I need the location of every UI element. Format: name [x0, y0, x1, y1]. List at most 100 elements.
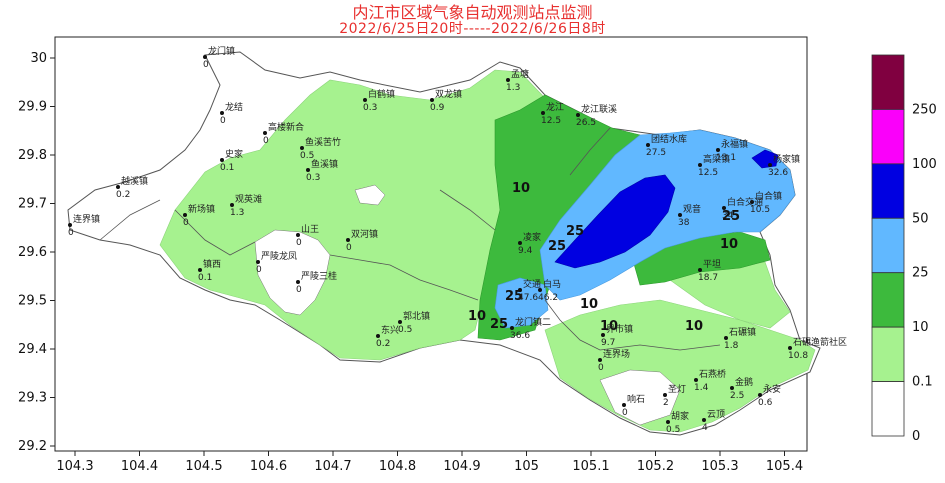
station-value: 10.5	[750, 205, 770, 215]
station-dot	[376, 334, 380, 338]
station-value: 1.3	[506, 83, 520, 93]
station-name: 观英滩	[235, 193, 262, 205]
station-name: 连界场	[603, 348, 630, 360]
station-dot	[538, 288, 542, 292]
y-tick-label: 29.3	[18, 391, 47, 406]
station-dot	[510, 326, 514, 330]
station-value: 2.5	[730, 391, 744, 401]
x-tick-label: 104.5	[185, 459, 222, 474]
station-dot	[230, 203, 234, 207]
station-value: 26.5	[576, 118, 596, 128]
map-title: 内江市区域气象自动观测站点监测	[352, 3, 593, 22]
legend-label: 10	[912, 320, 929, 335]
station-dot	[518, 288, 522, 292]
station-name: 响石	[627, 393, 645, 405]
contour-label: 10	[600, 319, 618, 334]
station-value: 0.3	[363, 103, 377, 113]
county-boundaries	[99, 127, 721, 351]
station-name: 双河镇	[351, 228, 378, 240]
station-dot	[598, 358, 602, 362]
contour-label: 25	[722, 209, 740, 224]
station-dot	[622, 403, 626, 407]
station-name: 严陵三桂	[301, 270, 337, 282]
station-dot	[694, 378, 698, 382]
station-value: 0	[296, 285, 302, 295]
station-name: 白鹤镇	[368, 88, 395, 100]
station-name: 新场镇	[188, 203, 215, 215]
station-dot	[730, 386, 734, 390]
station-name: 白马	[543, 278, 561, 290]
station-value: 0	[622, 408, 628, 418]
station-name: 龙江	[546, 101, 564, 113]
station-dot	[646, 143, 650, 147]
legend-swatch	[871, 109, 905, 165]
precip-band-0-patches	[254, 184, 681, 426]
station-value: 38	[678, 218, 690, 228]
contour-label: 10	[720, 237, 738, 252]
x-tick-label: 105	[514, 459, 539, 474]
station-dot	[758, 393, 762, 397]
station-dot	[300, 146, 304, 150]
station-name: 龙门镇二	[515, 316, 551, 328]
x-tick-label: 104.4	[121, 459, 158, 474]
x-tick-label: 104.8	[379, 459, 416, 474]
x-tick-label: 105.3	[701, 459, 738, 474]
station-value: 32.6	[768, 168, 788, 178]
station-dot	[203, 55, 207, 59]
station-value: 27.5	[646, 148, 666, 158]
station-dot	[722, 206, 726, 210]
station-dot	[518, 241, 522, 245]
legend-label: 50	[912, 211, 929, 226]
station-value: 0	[346, 243, 352, 253]
station-dot	[256, 260, 260, 264]
station-dot	[768, 163, 772, 167]
legend-label: 25	[912, 266, 929, 281]
station-name: 史家	[225, 148, 243, 160]
station-name: 平坦	[703, 259, 721, 270]
x-tick-label: 104.3	[56, 459, 93, 474]
station-value: 0	[220, 116, 226, 126]
station-value: 13.1	[716, 153, 736, 163]
legend-label: 0	[912, 429, 920, 444]
station-dot	[296, 280, 300, 284]
station-name: 孟塘	[511, 68, 529, 80]
station-name: 石碾渔箭社区	[793, 336, 847, 348]
station-value: 0.5	[300, 151, 314, 161]
y-tick-label: 29.9	[18, 100, 47, 115]
station-markers: 龙门镇0龙结0高楼新合0史家0.1鱼溪苦竹0.5鱼溪镇0.3白鹤镇0.3双龙镇0…	[68, 45, 847, 435]
station-dot	[716, 148, 720, 152]
station-name: 团结水库	[651, 133, 687, 145]
legend-label: 0.1	[912, 375, 933, 390]
station-value: 0	[598, 363, 604, 373]
x-axis: 104.3 104.4 104.5 104.6 104.7 104.8 104.9 105 10…	[56, 451, 803, 474]
station-value: 0	[296, 238, 302, 248]
legend-swatch	[871, 326, 905, 382]
legend-swatch	[871, 54, 905, 110]
precip-band-50-100	[554, 149, 779, 269]
station-dot	[678, 213, 682, 217]
station-name: 观音	[683, 203, 701, 215]
contour-label: 10	[468, 309, 486, 324]
station-name: 金鹅	[735, 376, 753, 388]
legend-label: 250	[912, 102, 937, 117]
station-value: 47.6	[518, 293, 538, 303]
station-value: 12.5	[541, 116, 561, 126]
station-dot	[702, 418, 706, 422]
contour-label: 10	[580, 297, 598, 312]
x-tick-label: 104.6	[250, 459, 287, 474]
contour-label: 25	[566, 224, 584, 239]
station-name: 严陵龙凤	[261, 250, 297, 262]
y-tick-label: 29.5	[18, 294, 47, 309]
y-tick-label: 30	[30, 51, 47, 66]
station-name: 圣灯	[668, 384, 686, 395]
legend-swatch	[871, 163, 905, 219]
station-name: 郭北镇	[403, 310, 430, 322]
station-dot	[430, 98, 434, 102]
station-dot	[220, 158, 224, 162]
station-value: 9.7	[601, 338, 615, 348]
station-value: 1.8	[724, 341, 739, 351]
station-value: 0	[68, 228, 74, 238]
station-dot	[68, 223, 72, 227]
station-dot	[698, 268, 702, 272]
station-name: 白合交通	[727, 196, 763, 208]
